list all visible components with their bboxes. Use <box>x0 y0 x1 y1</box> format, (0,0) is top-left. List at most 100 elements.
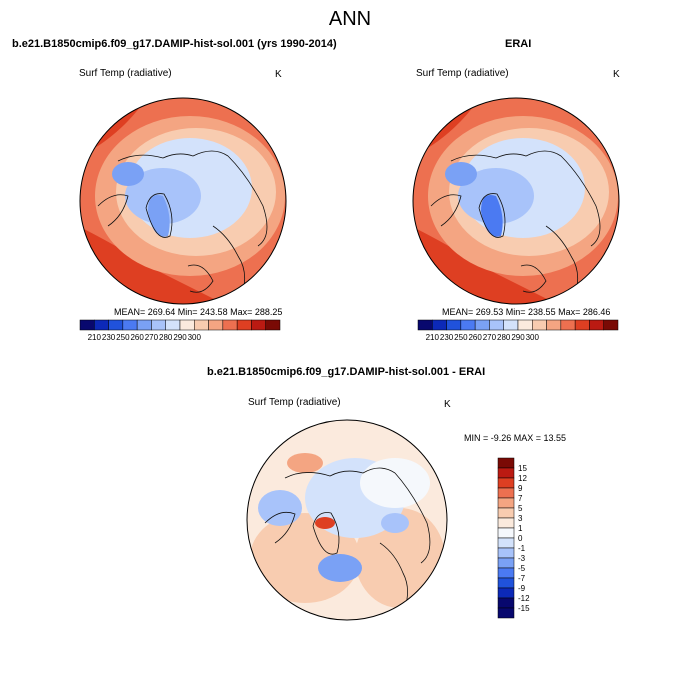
colorbar-swatch <box>222 319 238 331</box>
panel-erai-stats: MEAN= 269.53 Min= 238.55 Max= 286.46 <box>442 307 611 317</box>
panel-model-units: K <box>275 69 282 80</box>
colorbar-swatch <box>503 319 519 331</box>
colorbar-swatch <box>94 319 109 331</box>
coastline <box>394 472 431 564</box>
coastline <box>430 194 462 227</box>
colorbar-swatch <box>497 477 515 489</box>
coastline <box>560 155 601 247</box>
colorbar-swatch <box>460 319 476 331</box>
map-boundary-circle <box>79 97 287 305</box>
field-greenland-coldest <box>481 195 503 237</box>
colorbar-swatch <box>179 319 195 331</box>
colorbar-tick-label: 7 <box>518 494 523 503</box>
field-negative-region <box>381 513 409 533</box>
colorbar-swatch <box>489 319 504 331</box>
coastline <box>117 150 229 162</box>
colorbar-tick-label: 1 <box>518 524 523 533</box>
colorbar-tick-label: 230 <box>440 333 454 342</box>
panel-model-title: b.e21.B1850cmip6.f09_g17.DAMIP-hist-sol.… <box>12 38 337 50</box>
field-negative-region <box>318 554 362 582</box>
colorbar-tick-label: -15 <box>518 604 530 613</box>
colorbar-tick-label: 260 <box>130 333 144 342</box>
coastline <box>97 194 129 227</box>
colorbar-swatch <box>497 457 515 469</box>
colorbar-tick-label: 290 <box>173 333 187 342</box>
field-canada-cold <box>112 162 144 186</box>
colorbar-swatch <box>236 319 252 331</box>
field-negative-region <box>258 490 302 526</box>
colorbar-tick-label: 3 <box>518 514 523 523</box>
colorbar-tick-label: 260 <box>468 333 482 342</box>
colorbar-swatch <box>532 319 547 331</box>
colorbar-swatch <box>497 527 515 539</box>
colorbar-swatch <box>122 319 138 331</box>
colorbar-tick-label: 290 <box>511 333 525 342</box>
colorbar-tick-label: 270 <box>483 333 497 342</box>
coastline <box>545 225 579 292</box>
field-positive-region <box>287 453 323 473</box>
colorbar-swatch <box>265 319 281 331</box>
panel-model-polar-map <box>79 97 287 305</box>
colorbar-tick-label: 300 <box>188 333 202 342</box>
colorbar-swatch <box>151 319 166 331</box>
field-greenland-coldest <box>148 195 170 237</box>
panel-diff-polar-map <box>246 419 448 621</box>
colorbar-tick-label: 280 <box>497 333 511 342</box>
colorbar-tick-label: 280 <box>159 333 173 342</box>
colorbar-swatch <box>497 537 515 549</box>
colorbar-swatch <box>208 319 224 331</box>
panel-erai-colorbar: 210 230 250 260 270 280 290 300 <box>417 319 619 342</box>
colorbar-swatch <box>474 319 490 331</box>
colorbar-swatch <box>136 319 152 331</box>
colorbar-tick-label: 250 <box>116 333 130 342</box>
panel-diff-title: b.e21.B1850cmip6.f09_g17.DAMIP-hist-sol.… <box>207 366 486 378</box>
colorbar-swatch <box>417 319 433 331</box>
coastline <box>450 150 562 162</box>
colorbar-tick-label: -9 <box>518 584 526 593</box>
colorbar-swatch <box>497 517 515 529</box>
map-field <box>80 98 286 304</box>
colorbar-swatch <box>517 319 533 331</box>
map-field <box>413 98 619 304</box>
colorbar-swatch <box>603 319 619 331</box>
colorbar-swatch <box>497 547 515 559</box>
panel-diff-stats: MIN = -9.26 MAX = 13.55 <box>464 433 567 443</box>
colorbar-swatch <box>497 497 515 509</box>
colorbar-tick-label: 0 <box>518 534 523 543</box>
field-canada-cold <box>445 162 477 186</box>
colorbar-tick-label: -3 <box>518 554 526 563</box>
colorbar-tick-label: 5 <box>518 504 523 513</box>
colorbar-swatch <box>497 507 515 519</box>
panel-erai-title: ERAI <box>505 38 532 50</box>
panel-model-stats: MEAN= 269.64 Min= 243.58 Max= 288.25 <box>114 307 283 317</box>
colorbar-swatch <box>497 567 515 579</box>
colorbar-tick-label: -1 <box>518 544 526 553</box>
colorbar-tick-label: 210 <box>426 333 440 342</box>
colorbar-tick-label: 12 <box>518 474 527 483</box>
colorbar-swatch <box>560 319 576 331</box>
panel-erai-units: K <box>613 69 620 80</box>
colorbar-swatch <box>446 319 462 331</box>
colorbar-swatch <box>497 597 515 609</box>
panel-erai-variable-label: Surf Temp (radiative) <box>416 68 509 79</box>
coastline <box>520 264 547 293</box>
colorbar-swatch <box>497 557 515 569</box>
colorbar-swatch <box>546 319 562 331</box>
colorbar-tick-label: 270 <box>145 333 159 342</box>
map-field <box>247 420 447 620</box>
coastline <box>227 155 268 247</box>
coastline <box>264 511 296 544</box>
coastline <box>284 467 396 479</box>
coastline <box>145 193 173 238</box>
colorbar-swatch <box>194 319 209 331</box>
coastline <box>187 264 214 293</box>
colorbar-swatch <box>251 319 266 331</box>
panel-model-variable-label: Surf Temp (radiative) <box>79 68 172 79</box>
map-boundary-circle <box>412 97 620 305</box>
colorbar-swatch <box>574 319 590 331</box>
colorbar-tick-label: 230 <box>102 333 116 342</box>
colorbar-swatch <box>497 577 515 589</box>
coastline <box>379 542 408 609</box>
colorbar-swatch <box>79 319 95 331</box>
